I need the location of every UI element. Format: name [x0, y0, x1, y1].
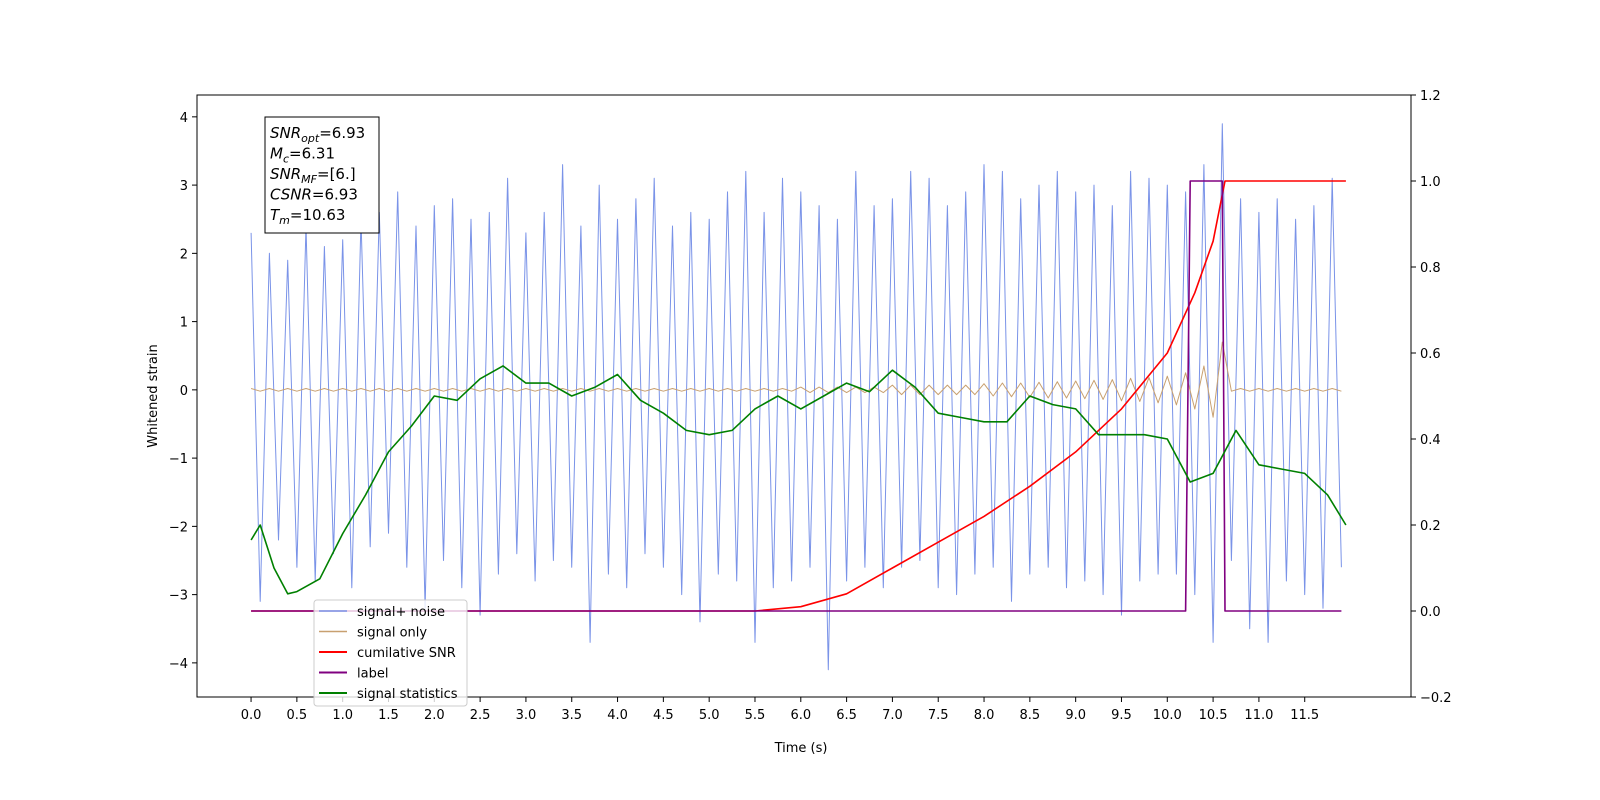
info-line: SNRopt=6.93	[270, 124, 365, 145]
x-tick-label: 2.0	[424, 708, 445, 723]
info-line: CSNR=6.93	[270, 186, 358, 204]
y2-tick-label: 0.4	[1420, 433, 1441, 448]
info-symbol: SNR	[270, 124, 301, 142]
legend-label: label	[357, 667, 388, 682]
x-tick-label: 10.0	[1153, 708, 1182, 723]
x-axis-label: Time (s)	[774, 741, 828, 756]
legend-label: signal+ noise	[357, 605, 445, 620]
x-tick-label: 1.5	[378, 708, 399, 723]
x-tick-label: 11.5	[1290, 708, 1319, 723]
y2-tick-label: 0.6	[1420, 347, 1441, 362]
info-symbol: SNR	[270, 165, 301, 183]
x-tick-label: 4.5	[653, 708, 674, 723]
series-line	[251, 180, 1346, 612]
info-subscript: opt	[301, 132, 320, 145]
x-tick-label: 5.0	[699, 708, 720, 723]
info-box: SNRopt=6.93Mc=6.31SNRMF=[6.]CSNR=6.93Tm=…	[264, 116, 380, 234]
y-tick-label: −2	[169, 520, 188, 535]
legend-label: signal statistics	[357, 687, 458, 702]
y-tick-label: 4	[180, 111, 188, 126]
series-line	[250, 123, 1342, 671]
info-value: =6.93	[312, 186, 358, 204]
legend-frame	[313, 599, 468, 707]
y2-tick-label: 1.2	[1420, 89, 1441, 104]
y-tick-label: 2	[180, 247, 188, 262]
x-tick-label: 10.5	[1199, 708, 1228, 723]
legend-label: signal only	[357, 626, 427, 641]
x-tick-label: 9.0	[1065, 708, 1086, 723]
info-symbol: M	[270, 145, 283, 163]
info-subscript: MF	[301, 173, 317, 186]
y-tick-label: 0	[180, 384, 188, 399]
x-tick-label: 2.5	[470, 708, 491, 723]
x-tick-label: 0.5	[287, 708, 308, 723]
plot-frame	[196, 94, 1412, 698]
x-tick-label: 3.0	[516, 708, 537, 723]
info-value: =[6.]	[317, 165, 356, 183]
y-tick-label: 3	[180, 179, 188, 194]
x-tick-label: 9.5	[1111, 708, 1132, 723]
series-line	[250, 341, 1342, 418]
info-symbol: T	[270, 206, 281, 224]
y2-tick-label: 0.2	[1420, 519, 1441, 534]
info-value: =10.63	[290, 206, 346, 224]
y-tick-label: −4	[169, 657, 188, 672]
info-line: Mc=6.31	[270, 145, 335, 166]
legend-label: cumilative SNR	[357, 646, 456, 661]
x-tick-label: 8.5	[1020, 708, 1041, 723]
info-value: =6.31	[289, 145, 335, 163]
series-line	[250, 365, 1347, 595]
x-tick-label: 11.0	[1244, 708, 1273, 723]
x-tick-label: 7.5	[928, 708, 949, 723]
info-symbol: CSNR	[270, 186, 312, 204]
info-subscript: m	[279, 214, 290, 227]
y2-tick-label: 0.8	[1420, 261, 1441, 276]
x-tick-label: 1.0	[332, 708, 353, 723]
x-tick-label: 5.5	[745, 708, 766, 723]
y2-tick-label: 1.0	[1420, 175, 1441, 190]
info-line: SNRMF=[6.]	[270, 165, 356, 186]
x-tick-label: 4.0	[607, 708, 628, 723]
y-axis-label: Whitened strain	[146, 344, 161, 447]
legend: signal+ noise signal only cumilative SNR la…	[313, 599, 468, 707]
y-tick-label: 1	[180, 316, 188, 331]
info-box-frame	[264, 116, 380, 234]
x-tick-label: 8.0	[974, 708, 995, 723]
x-tick-label: 6.0	[790, 708, 811, 723]
info-subscript: c	[283, 153, 289, 166]
x-tick-label: 3.5	[561, 708, 582, 723]
y-tick-label: −3	[169, 589, 188, 604]
y2-tick-label: 0.0	[1420, 605, 1441, 620]
info-line: Tm=10.63	[270, 206, 345, 227]
x-tick-label: 0.0	[241, 708, 262, 723]
x-tick-label: 6.5	[836, 708, 857, 723]
series-line	[251, 180, 1342, 612]
y2-tick-label: −0.2	[1420, 691, 1452, 706]
y-tick-label: −1	[169, 452, 188, 467]
info-value: =6.93	[319, 124, 365, 142]
x-tick-label: 7.0	[882, 708, 903, 723]
